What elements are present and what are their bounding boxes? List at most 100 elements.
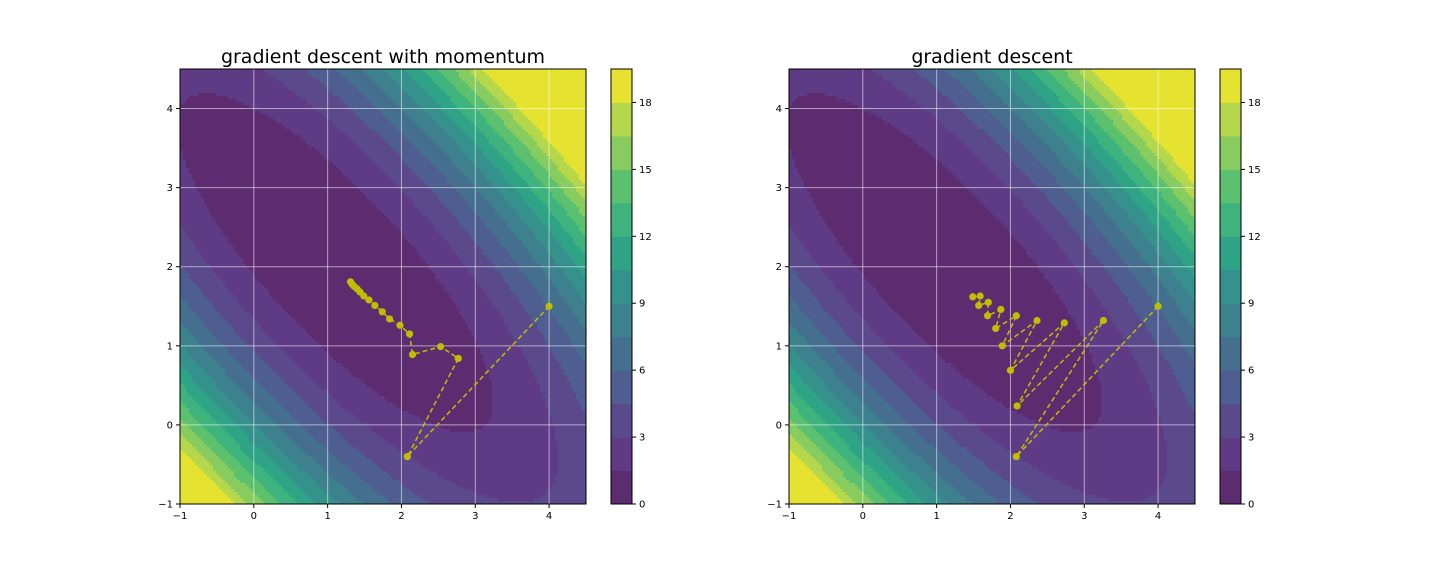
descent-path-point: [983, 312, 992, 320]
x-tick-label: 2: [1007, 511, 1013, 522]
descent-path-point: [1099, 316, 1108, 325]
colorbar-tick-label: 0: [639, 500, 645, 511]
colorbar-tick-label: 9: [1248, 299, 1254, 310]
descent-path-line: [972, 295, 1159, 458]
descent-path-point: [1006, 366, 1015, 374]
colorbar-level: [1220, 135, 1241, 170]
colorbar-level: [1220, 236, 1241, 271]
colorbar-level: [1220, 102, 1241, 137]
y-tick-label: 1: [776, 341, 782, 352]
y-tick-label: 0: [167, 420, 173, 431]
colorbar-level: [1220, 437, 1241, 472]
colorbar-tick-label: 15: [1248, 165, 1261, 176]
axes-frame: [788, 68, 1196, 505]
colorbar-level: [611, 236, 632, 271]
descent-path-point: [1012, 312, 1020, 320]
descent-path-point: [1033, 316, 1041, 325]
x-tick-label: 4: [546, 511, 552, 522]
colorbar-level: [611, 403, 632, 438]
descent-path-point: [975, 301, 983, 310]
x-tick-label: 3: [1081, 511, 1087, 522]
y-tick-label: −1: [158, 500, 173, 511]
colorbar-level: [611, 370, 632, 405]
y-tick-label: 2: [776, 262, 782, 273]
descent-path-point: [1060, 319, 1068, 327]
descent-path-point: [997, 305, 1005, 314]
colorbar-tick-label: 18: [1248, 98, 1261, 109]
colorbar-level: [611, 336, 632, 371]
y-tick-label: −1: [767, 500, 782, 511]
descent-path-point: [992, 324, 1000, 333]
descent-path-point: [998, 342, 1006, 350]
chart-title: gradient descent with momentum: [221, 46, 545, 68]
descent-path-point: [545, 302, 553, 310]
colorbar-tick-label: 0: [1248, 500, 1254, 511]
colorbar-tick-label: 6: [639, 366, 645, 377]
x-tick-label: 1: [933, 511, 939, 522]
contour-field: [180, 69, 586, 504]
descent-path-point: [386, 315, 394, 323]
descent-path-point: [436, 343, 445, 351]
descent-path-point: [1154, 302, 1162, 310]
colorbar: 0 3 6 9 12 15 18: [1219, 68, 1261, 511]
colorbar-level: [611, 135, 632, 170]
descent-path-point: [365, 296, 373, 304]
colorbar-tick-label: 6: [1248, 366, 1254, 377]
descent-path-point: [396, 321, 404, 329]
x-tick-label: 4: [1155, 511, 1161, 522]
descent-path-point: [378, 308, 386, 316]
colorbar-level: [1220, 370, 1241, 405]
colorbar-tick-label: 18: [639, 98, 652, 109]
colorbar-tick-label: 12: [639, 232, 652, 243]
colorbar-tick-label: 15: [639, 165, 652, 176]
y-tick-label: 0: [776, 420, 782, 431]
colorbar-tick-label: 3: [639, 433, 645, 444]
descent-path-point: [454, 354, 462, 363]
x-tick-label: −1: [782, 511, 797, 522]
colorbar-level: [1220, 403, 1241, 438]
axes-frame: [179, 68, 587, 505]
colorbar-level: [1220, 69, 1241, 103]
colorbar-level: [1220, 303, 1241, 338]
descent-path-point: [969, 293, 977, 301]
y-tick-label: 1: [167, 341, 173, 352]
descent-path-point: [1012, 452, 1020, 461]
x-tick-label: −1: [173, 511, 188, 522]
x-tick-label: 1: [324, 511, 330, 522]
x-tick-label: 2: [398, 511, 404, 522]
colorbar-level: [611, 102, 632, 137]
descent-path-point: [346, 278, 355, 286]
descent-path-point: [405, 330, 414, 338]
colorbar-level: [611, 303, 632, 338]
colorbar-tick-label: 9: [639, 299, 645, 310]
colorbar-level: [1220, 169, 1241, 204]
colorbar-level: [1220, 470, 1241, 505]
colorbar-level: [611, 69, 632, 103]
chart-title: gradient descent: [911, 46, 1072, 68]
descent-path-point: [976, 292, 984, 300]
y-tick-label: 3: [776, 183, 782, 194]
colorbar-level: [611, 269, 632, 304]
colorbar-level: [611, 437, 632, 472]
descent-path-point: [371, 301, 379, 310]
x-tick-label: 0: [251, 511, 257, 522]
contour-field: [789, 69, 1195, 504]
colorbar-level: [611, 202, 632, 237]
descent-path-point: [403, 452, 411, 461]
y-tick-label: 3: [167, 183, 173, 194]
descent-path-point: [1013, 402, 1021, 410]
colorbar-level: [611, 169, 632, 204]
y-tick-label: 2: [167, 262, 173, 273]
y-tick-label: 4: [167, 104, 173, 115]
colorbar-level: [1220, 269, 1241, 304]
y-tick-label: 4: [776, 104, 782, 115]
x-tick-label: 3: [472, 511, 478, 522]
colorbar-level: [611, 470, 632, 505]
x-tick-label: 0: [860, 511, 866, 522]
colorbar-tick-label: 12: [1248, 232, 1261, 243]
colorbar-level: [1220, 336, 1241, 371]
colorbar-level: [1220, 202, 1241, 237]
